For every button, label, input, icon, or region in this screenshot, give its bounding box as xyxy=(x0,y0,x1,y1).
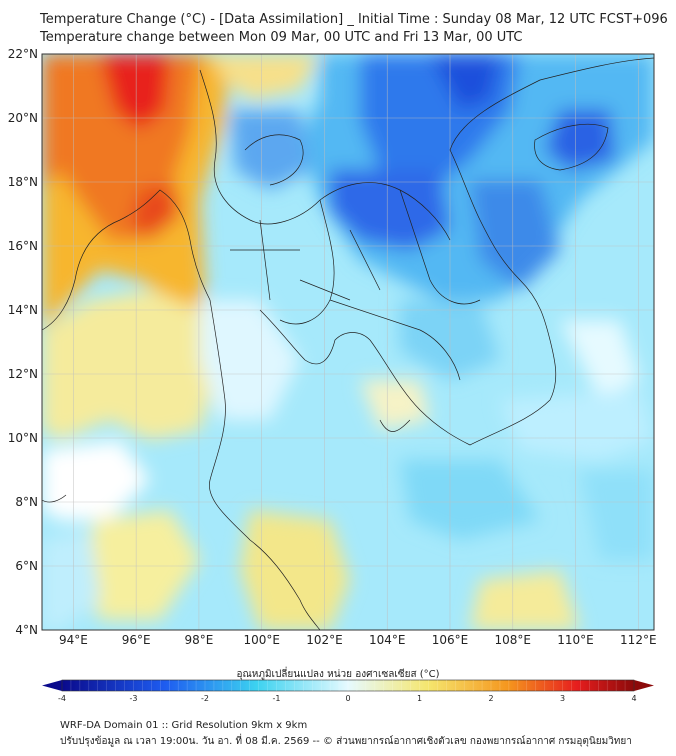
footer-model-info: WRF-DA Domain 01 :: Grid Resolution 9km … xyxy=(60,720,308,731)
lon-tick-label: 102°E xyxy=(306,633,343,647)
footer-credit: ปรับปรุงข้อมูล ณ เวลา 19:00น. วัน อา. ที… xyxy=(60,736,632,747)
lat-tick-label: 14°N xyxy=(8,303,38,317)
temperature-field xyxy=(42,54,654,630)
lon-tick-label: 104°E xyxy=(369,633,406,647)
map-subtitle: Temperature change between Mon 09 Mar, 0… xyxy=(40,30,523,45)
lat-tick-label: 22°N xyxy=(8,47,38,61)
lon-tick-label: 110°E xyxy=(557,633,594,647)
lat-tick-label: 20°N xyxy=(8,111,38,125)
colorbar-tick-label: -3 xyxy=(129,694,138,703)
colorbar-tick-label: 2 xyxy=(488,694,494,703)
graticule xyxy=(42,54,654,630)
colorbar-tick-label: 0 xyxy=(345,694,351,703)
lat-tick-label: 16°N xyxy=(8,239,38,253)
colorbar xyxy=(42,679,654,692)
colorbar-tick-label: -1 xyxy=(272,694,281,703)
lon-tick-label: 98°E xyxy=(184,633,213,647)
coastlines-borders xyxy=(42,57,654,630)
lat-tick-label: 4°N xyxy=(15,623,38,637)
lat-tick-label: 18°N xyxy=(8,175,38,189)
lon-tick-label: 112°E xyxy=(620,633,657,647)
latitude-labels: 22°N 20°N 18°N 16°N 14°N 12°N 10°N 8°N 6°N 4°N xyxy=(8,47,38,637)
colorbar-tick-label: -2 xyxy=(201,694,209,703)
lon-tick-label: 100°E xyxy=(243,633,280,647)
lat-tick-label: 12°N xyxy=(8,367,38,381)
lon-tick-label: 108°E xyxy=(495,633,532,647)
lon-tick-label: 106°E xyxy=(432,633,469,647)
colorbar-tick-label: 3 xyxy=(559,694,566,703)
lon-tick-label: 94°E xyxy=(59,633,88,647)
colorbar-tick-label: 4 xyxy=(631,694,637,703)
lat-tick-label: 8°N xyxy=(15,495,38,509)
map-title: Temperature Change (°C) - [Data Assimila… xyxy=(40,12,668,27)
plot-frame xyxy=(41,53,655,631)
colorbar-tick-label: 1 xyxy=(416,694,423,703)
lon-tick-label: 96°E xyxy=(122,633,151,647)
lat-tick-label: 10°N xyxy=(8,431,38,445)
longitude-labels: 94°E 96°E 98°E 100°E 102°E 104°E 106°E 108°E 110… xyxy=(59,633,657,647)
lat-tick-label: 6°N xyxy=(15,559,38,573)
colorbar-title: อุณหภูมิเปลี่ยนแปลง หน่วย องศาเซลเซียส (… xyxy=(236,669,440,680)
colorbar-tick-label: -4 xyxy=(58,694,66,703)
